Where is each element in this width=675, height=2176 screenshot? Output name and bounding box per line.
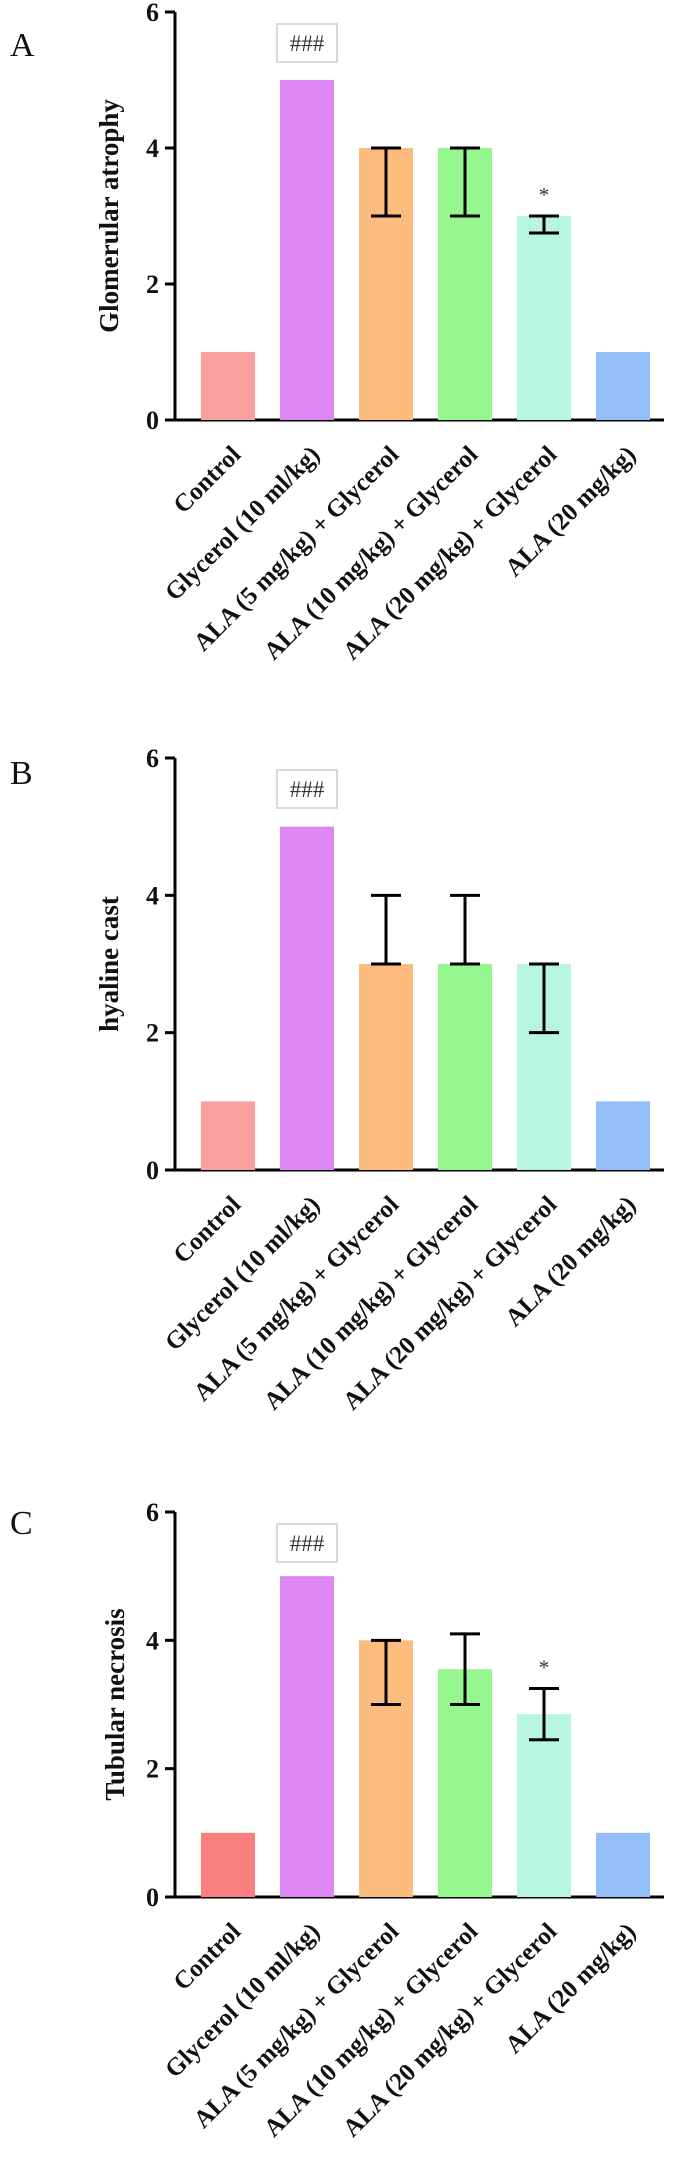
significance-label-a-1: *: [539, 183, 550, 207]
y-tick-label-b: 0: [146, 1156, 159, 1185]
y-tick-label-c: 4: [146, 1626, 159, 1655]
y-tick-label-c: 0: [146, 1883, 159, 1912]
y-tick-label-a: 4: [146, 134, 159, 163]
bar-c-0: [201, 1832, 255, 1897]
bar-b-3: [438, 964, 492, 1170]
y-tick-label-c: 2: [146, 1755, 159, 1784]
significance-box-b: [276, 769, 338, 809]
error-bar-a-3: [450, 146, 480, 218]
category-label-a-1: Glycerol (10 ml/kg): [160, 441, 325, 606]
bar-b-5: [596, 1101, 650, 1170]
bar-b-1: [280, 826, 334, 1170]
error-bar-c-2: [371, 1638, 401, 1706]
error-bar-a-4: [529, 214, 559, 235]
y-tick-label-a: 6: [146, 0, 159, 27]
y-tick-label-c: 6: [146, 1498, 159, 1527]
y-tick-label-b: 2: [146, 1019, 159, 1048]
panel-letter-a: A: [10, 27, 35, 64]
category-label-c-1: Glycerol (10 ml/kg): [160, 1918, 325, 2083]
y-axis-label-a: Glomerular atrophy: [94, 99, 124, 333]
bar-c-4: [517, 1714, 571, 1897]
y-axis-label-c: Tubular necrosis: [100, 1608, 130, 1800]
significance-label-b-0: ###: [290, 777, 325, 802]
y-tick-label-a: 2: [146, 270, 159, 299]
y-tick-label-b: 4: [146, 881, 159, 910]
error-bar-a-2: [371, 146, 401, 218]
y-tick-label-b: 6: [146, 744, 159, 773]
significance-box-a: [276, 23, 338, 63]
bar-c-5: [596, 1832, 650, 1897]
error-bar-b-2: [371, 893, 401, 966]
error-bar-b-3: [450, 893, 480, 966]
panel-letter-c: C: [10, 1505, 33, 1542]
category-label-b-0: Control: [169, 1191, 247, 1269]
error-bar-c-4: [529, 1686, 559, 1742]
bar-c-3: [438, 1669, 492, 1897]
category-label-a-0: Control: [169, 441, 247, 519]
bar-a-4: [517, 216, 571, 420]
error-bar-b-4: [529, 962, 559, 1035]
bar-c-1: [280, 1576, 334, 1897]
bar-b-0: [201, 1101, 255, 1170]
bar-a-0: [201, 352, 255, 420]
significance-label-c-1: *: [539, 1655, 550, 1679]
bar-a-1: [280, 80, 334, 420]
category-label-b-1: Glycerol (10 ml/kg): [160, 1191, 325, 1356]
category-label-c-0: Control: [169, 1918, 247, 1996]
error-bar-c-3: [450, 1632, 480, 1706]
significance-box-c: [276, 1523, 338, 1563]
significance-label-c-0: ###: [290, 1531, 325, 1556]
bar-a-5: [596, 352, 650, 420]
significance-label-a-0: ###: [290, 31, 325, 56]
y-tick-label-a: 0: [146, 406, 159, 435]
y-axis-label-b: hyaline cast: [94, 896, 124, 1032]
bar-b-2: [359, 964, 413, 1170]
panel-letter-b: B: [10, 755, 33, 792]
